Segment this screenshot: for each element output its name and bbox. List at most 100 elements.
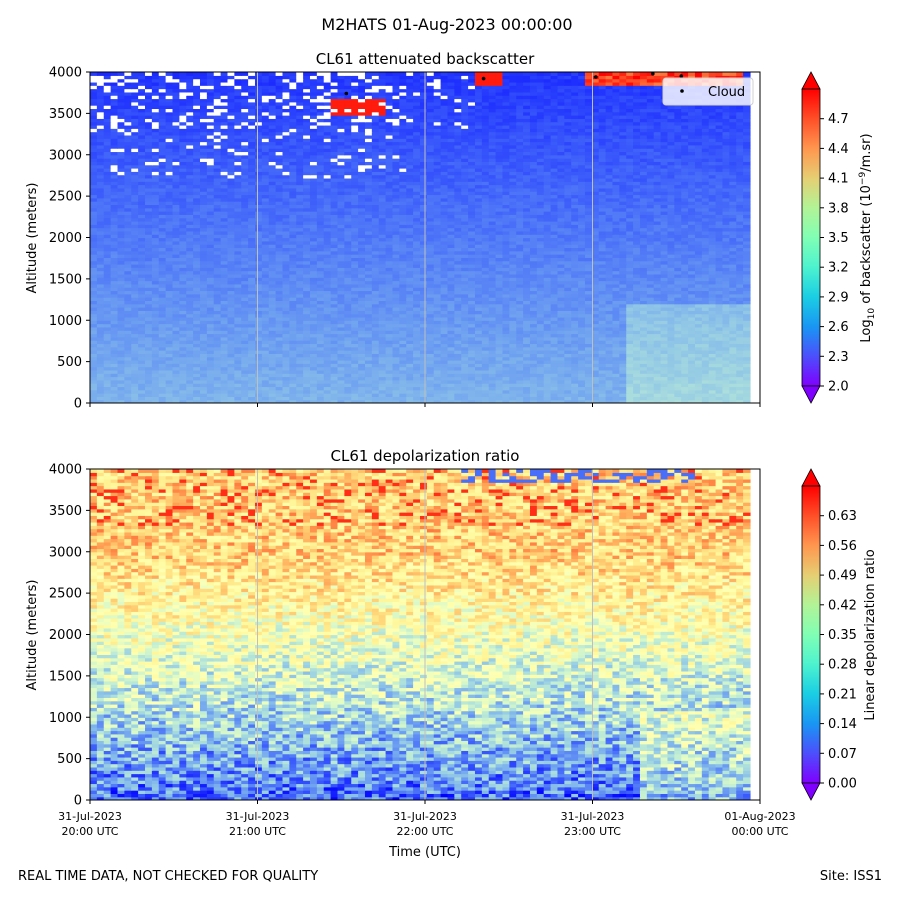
heatmap-cell [351,270,359,275]
heatmap-cell [557,303,565,308]
heatmap-cell [509,359,517,364]
heatmap-cell [364,336,373,341]
heatmap-cell [605,313,614,318]
heatmap-cell [254,343,263,348]
heatmap-cell [660,393,669,397]
heatmap-cell [303,393,311,397]
heatmap-cell [406,280,414,285]
heatmap-cell [90,234,98,239]
heatmap-cell [653,254,662,258]
heatmap-cell [131,237,139,242]
heatmap-cell [523,254,531,258]
heatmap-cell [199,343,208,348]
heatmap-cell [598,300,607,305]
heatmap-cell [303,237,311,242]
heatmap-cell [261,316,270,321]
heatmap-cell [591,230,600,235]
heatmap-cell [715,373,724,378]
heatmap-cell [344,260,352,265]
heatmap-cell [495,383,504,388]
heatmap-cell [351,297,359,301]
heatmap-cell [145,383,153,388]
heatmap-cell [646,399,655,403]
heatmap-cell [468,366,476,371]
heatmap-cell [234,346,242,351]
heatmap-cell [323,383,332,388]
heatmap-cell [694,247,703,252]
heatmap-cell [419,260,428,265]
heatmap-cell [715,300,724,305]
heatmap-cell [708,240,717,245]
heatmap-cell [578,293,586,298]
heatmap-cell [179,230,187,235]
heatmap-cell [598,366,607,371]
heatmap-cell [474,240,483,245]
heatmap-cell [344,379,352,384]
heatmap-cell [557,270,565,275]
heatmap-cell [488,333,497,338]
heatmap-cell [351,316,359,321]
heatmap-cell [296,399,304,403]
heatmap-cell [667,277,675,282]
heatmap-cell [323,393,332,397]
heatmap-cell [351,280,359,285]
heatmap-cell [206,307,215,311]
heatmap-cell [138,283,146,288]
heatmap-cell [248,280,256,285]
heatmap-cell [509,273,517,278]
heatmap-cell [536,383,545,388]
heatmap-cell [138,247,146,252]
heatmap-cell [591,350,600,354]
heatmap-cell [378,316,387,321]
heatmap-cell [502,287,510,292]
heatmap-cell [158,257,167,262]
heatmap-cell [145,250,153,255]
heatmap-cell [646,389,655,394]
heatmap-cell [303,313,311,318]
heatmap-cell [296,356,304,361]
heatmap-cell [468,313,476,318]
heatmap-cell [220,369,229,374]
heatmap-cell [131,389,139,394]
heatmap-cell [344,263,352,268]
heatmap-cell [358,316,366,321]
heatmap-cell [722,330,730,335]
heatmap-cell [626,393,634,397]
heatmap-cell [502,277,510,282]
heatmap-cell [653,237,662,242]
heatmap-cell [378,240,387,245]
heatmap-cell [543,376,552,381]
heatmap-cell [743,326,751,331]
heatmap-cell [523,396,531,401]
heatmap-cell [392,230,400,235]
heatmap-cell [131,257,139,262]
heatmap-cell [248,316,256,321]
heatmap-cell [433,340,442,345]
heatmap-cell [736,257,744,262]
heatmap-cell [502,343,510,348]
heatmap-cell [241,323,249,328]
heatmap-cell [358,399,366,403]
heatmap-cell [447,244,455,249]
heatmap-cell [220,234,229,239]
heatmap-cell [303,254,311,258]
heatmap-cell [296,283,304,288]
heatmap-cell [275,356,284,361]
heatmap-cell [90,290,98,295]
heatmap-cell [715,260,724,265]
backscatter-title: CL61 attenuated backscatter [316,50,535,68]
heatmap-cell [399,260,407,265]
heatmap-cell [316,277,325,282]
heatmap-cell [364,300,373,305]
heatmap-cell [722,383,730,388]
heatmap-cell [303,234,311,239]
heatmap-cell [117,346,125,351]
heatmap-cell [124,230,132,235]
heatmap-cell [509,393,517,397]
heatmap-cell [248,260,256,265]
heatmap-cell [468,373,476,378]
heatmap-cell [447,297,455,301]
heatmap-cell [502,320,510,325]
heatmap-cell [447,267,455,272]
heatmap-cell [124,389,132,394]
